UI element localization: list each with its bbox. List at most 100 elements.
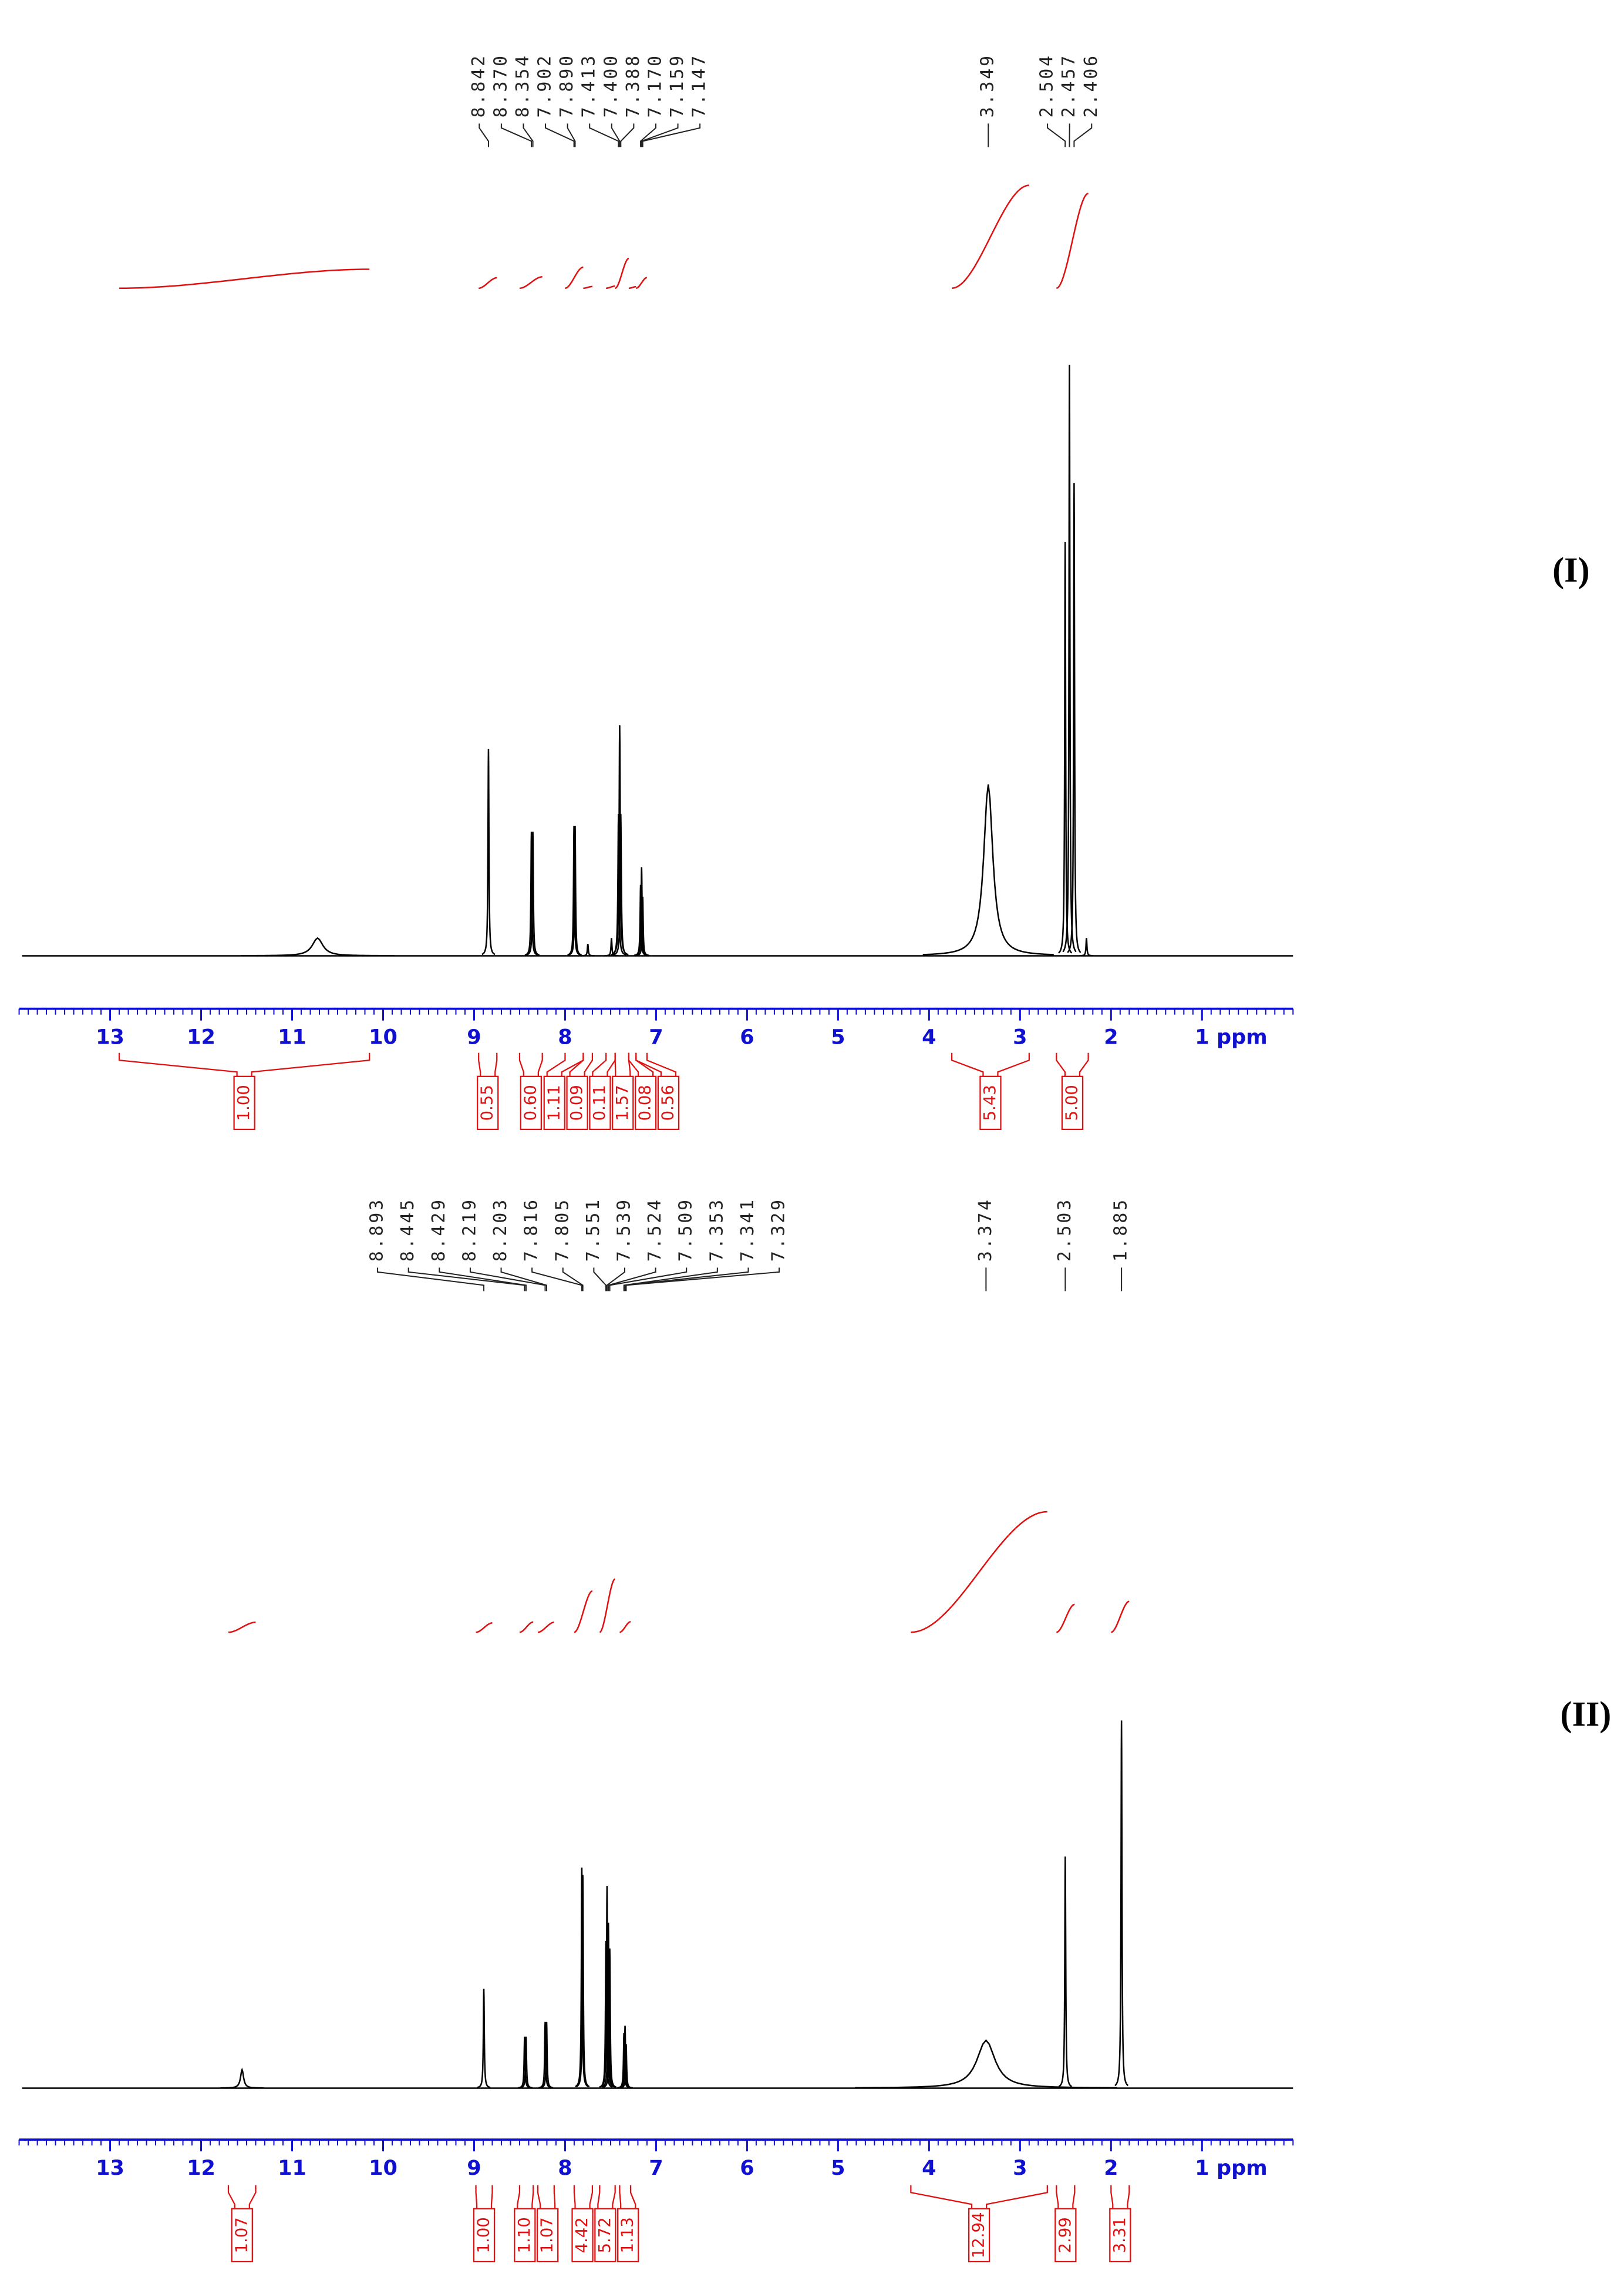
integral-curve <box>628 285 636 290</box>
integral-bracket <box>553 2185 556 2209</box>
integral-box <box>477 1075 499 1131</box>
peak <box>1114 1720 1129 2087</box>
integral-curve <box>519 1621 534 1633</box>
integral-label: 1.07 <box>232 2217 251 2253</box>
integral-bracket <box>518 1052 524 1077</box>
x-tick-label: 1 <box>1195 1025 1209 1050</box>
integral-curve <box>479 277 497 290</box>
integral-bracket <box>537 2185 541 2209</box>
x-tick-label: 6 <box>740 1025 754 1050</box>
integral-box <box>473 2208 496 2263</box>
shift-label: 7.509 <box>676 1198 696 1262</box>
shift-label: 3.349 <box>978 53 998 117</box>
panel-label: (II) <box>1560 1694 1611 1734</box>
shift-connector <box>641 123 679 147</box>
peak <box>605 938 618 957</box>
shift-connector <box>624 1267 749 1291</box>
x-tick-label: 8 <box>558 1025 572 1050</box>
shift-connector <box>377 1267 485 1291</box>
shift-connector <box>640 123 656 147</box>
shift-connector <box>407 1267 525 1291</box>
shift-label: 7.413 <box>579 53 599 117</box>
x-tick-label: 5 <box>831 2156 845 2180</box>
integral-box <box>571 2208 594 2263</box>
shift-label: 7.147 <box>689 53 710 117</box>
integral-bracket <box>635 1052 662 1077</box>
x-tick-label: 12 <box>187 2156 215 2180</box>
integral-box <box>657 1075 680 1131</box>
integral-label: 2.99 <box>1056 2217 1074 2253</box>
shift-connector <box>642 123 701 147</box>
x-tick-label: 12 <box>187 1025 215 1050</box>
integral-label: 0.60 <box>521 1085 540 1121</box>
shift-connector <box>1073 123 1093 147</box>
shift-connector <box>625 1267 780 1291</box>
x-tick-label: 2 <box>1104 1025 1118 1050</box>
peak <box>241 937 395 957</box>
shift-label: 7.170 <box>645 53 665 117</box>
integral-label: 4.42 <box>572 2217 591 2253</box>
x-tick-label: 7 <box>649 1025 663 1050</box>
peak <box>568 826 582 956</box>
shift-connector <box>439 1267 527 1291</box>
shift-label: 2.457 <box>1059 53 1079 117</box>
integral-curve <box>519 276 543 290</box>
peak <box>1062 364 1077 953</box>
integral-curve <box>1056 193 1089 289</box>
integral-label: 1.00 <box>234 1085 253 1121</box>
x-tick-label: 13 <box>96 1025 124 1050</box>
integral-label: 0.56 <box>658 1085 677 1121</box>
integral-bracket <box>614 1052 616 1077</box>
shift-connector <box>469 1267 546 1291</box>
integral-bracket <box>910 2185 973 2209</box>
integral-curve <box>537 1622 554 1633</box>
integral-curve <box>565 266 584 289</box>
integral-bracket <box>597 2185 601 2209</box>
integral-bracket <box>589 2185 594 2209</box>
shift-connector <box>500 1267 547 1291</box>
integral-bracket <box>628 1052 639 1077</box>
shift-label: 7.902 <box>535 53 555 117</box>
shift-label: 7.341 <box>737 1198 758 1262</box>
integral-bracket <box>1056 1052 1066 1077</box>
integral-box <box>634 1075 657 1131</box>
x-tick-label: 7 <box>649 2156 663 2180</box>
x-tick-label: 6 <box>740 2156 754 2180</box>
integral-label: 1.00 <box>474 2217 493 2253</box>
integral-box <box>520 1075 542 1131</box>
integral-label: 12.94 <box>969 2212 988 2258</box>
integral-bracket <box>573 2185 576 2209</box>
shift-connector <box>620 123 635 147</box>
peak <box>477 1989 491 2088</box>
integral-curve <box>619 1621 631 1633</box>
integral-label: 3.31 <box>1110 2217 1129 2253</box>
peak <box>1058 1856 1073 2087</box>
shift-label: 8.429 <box>429 1198 449 1262</box>
integral-box <box>1061 1075 1084 1131</box>
x-tick-label: 1 <box>1195 2156 1209 2180</box>
integral-bracket <box>251 1052 370 1077</box>
peak <box>603 1948 617 2088</box>
peak <box>575 1875 590 2088</box>
shift-connector <box>1047 123 1066 147</box>
shift-label: 7.388 <box>623 53 643 117</box>
peak <box>519 2036 533 2089</box>
shift-label: 8.445 <box>397 1198 418 1262</box>
peak <box>540 2021 554 2088</box>
integral-bracket <box>612 2185 616 2209</box>
integral-label: 1.13 <box>618 2217 637 2253</box>
integral-bracket <box>1079 1052 1089 1077</box>
integral-bracket <box>494 1052 498 1077</box>
integral-curve <box>599 1578 615 1633</box>
x-tick-label: 10 <box>369 2156 397 2180</box>
shift-connector <box>606 1267 625 1291</box>
x-tick-label: 9 <box>467 1025 481 1050</box>
shift-connector <box>567 123 576 147</box>
shift-label: 2.503 <box>1054 1198 1075 1262</box>
peak <box>575 1867 589 2087</box>
integral-bracket <box>951 1052 984 1077</box>
peak <box>922 784 1054 956</box>
shift-connector <box>479 123 489 147</box>
shift-label: 7.816 <box>521 1198 542 1262</box>
integral-bracket <box>1110 2185 1114 2209</box>
